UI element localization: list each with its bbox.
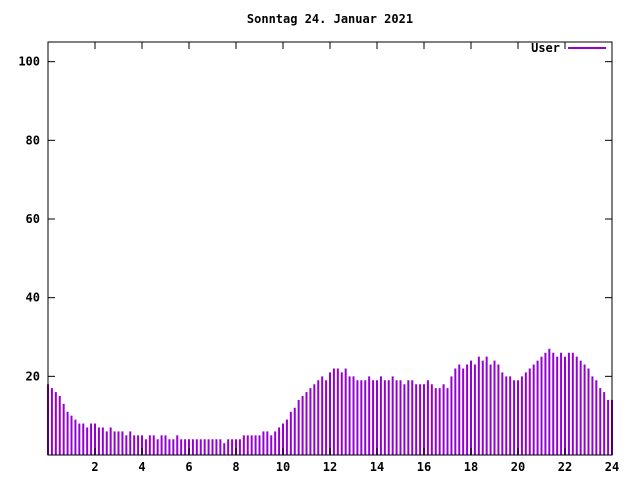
chart-title: Sonntag 24. Januar 2021 xyxy=(246,12,414,26)
y-tick-label: 80 xyxy=(26,133,40,147)
y-tick-label: 20 xyxy=(26,369,40,383)
x-tick-label: 20 xyxy=(511,460,525,474)
impulse-bars xyxy=(47,348,613,455)
x-tick-label: 24 xyxy=(605,460,619,474)
x-tick-label: 8 xyxy=(232,460,239,474)
x-tick-label: 2 xyxy=(91,460,98,474)
legend: User xyxy=(48,41,606,55)
x-tick-label: 6 xyxy=(185,460,192,474)
y-tick-label: 60 xyxy=(26,212,40,226)
y-tick-label: 40 xyxy=(26,291,40,305)
x-tick-label: 18 xyxy=(464,460,478,474)
x-tick-label: 4 xyxy=(138,460,145,474)
legend-label: User xyxy=(531,41,560,55)
x-tick-label: 22 xyxy=(558,460,572,474)
x-tick-label: 16 xyxy=(417,460,431,474)
x-tick-label: 14 xyxy=(370,460,384,474)
x-tick-label: 12 xyxy=(323,460,337,474)
axes xyxy=(47,41,613,456)
x-tick-label: 10 xyxy=(276,460,290,474)
y-tick-label: 100 xyxy=(18,55,40,69)
legend-line-sample-icon xyxy=(568,47,606,49)
